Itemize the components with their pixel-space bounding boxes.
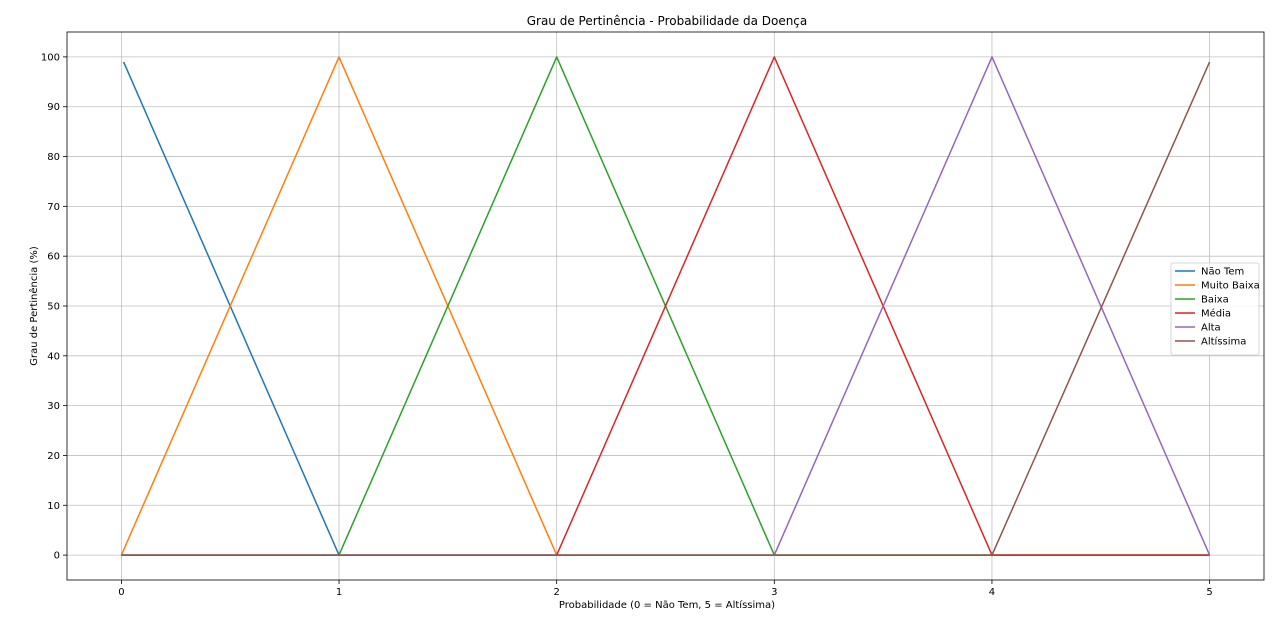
legend-entry: Muito Baixa [1201,281,1260,292]
legend-entry: Média [1201,308,1231,320]
plot-frame [66,31,1265,581]
y-tick-label: 100 [41,52,60,63]
grid-lines [67,32,1264,580]
y-tick-label: 30 [47,401,60,412]
y-tick-label: 60 [47,252,60,263]
y-tick-label: 90 [47,102,60,113]
x-tick-label: 1 [336,587,342,598]
legend-box [1170,262,1260,356]
legend-entry: Não Tem [1201,267,1244,278]
y-tick-label: 70 [47,202,60,213]
y-tick-label: 0 [54,551,60,562]
x-tick-label: 2 [553,587,559,598]
x-tick-label: 5 [1206,587,1212,598]
legend-entry: Altíssima [1201,336,1246,348]
x-tick-label: 3 [771,587,777,598]
legend-entry: Baixa [1201,295,1229,306]
y-tick-label: 10 [47,501,60,512]
legend-entry: Alta [1201,323,1221,334]
y-tick-label: 50 [47,302,60,313]
legend: Não Tem Muito Baixa Baixa Média Alta Altíssim… [1170,262,1260,356]
y-axis-label: Grau de Pertinência (%) [28,246,40,366]
y-tick-label: 20 [47,451,60,462]
y-tick-label: 80 [47,152,60,163]
x-tick-label: 4 [989,587,995,598]
x-tick-label: 0 [118,587,124,598]
x-axis-label: Probabilidade (0 = Não Tem, 5 = Altíssim… [559,599,775,611]
series-line-5 [121,61,1211,556]
y-tick-label: 40 [47,351,60,362]
series-lines [120,56,1211,556]
chart-title: Grau de Pertinência - Probabilidade da D… [527,14,808,28]
